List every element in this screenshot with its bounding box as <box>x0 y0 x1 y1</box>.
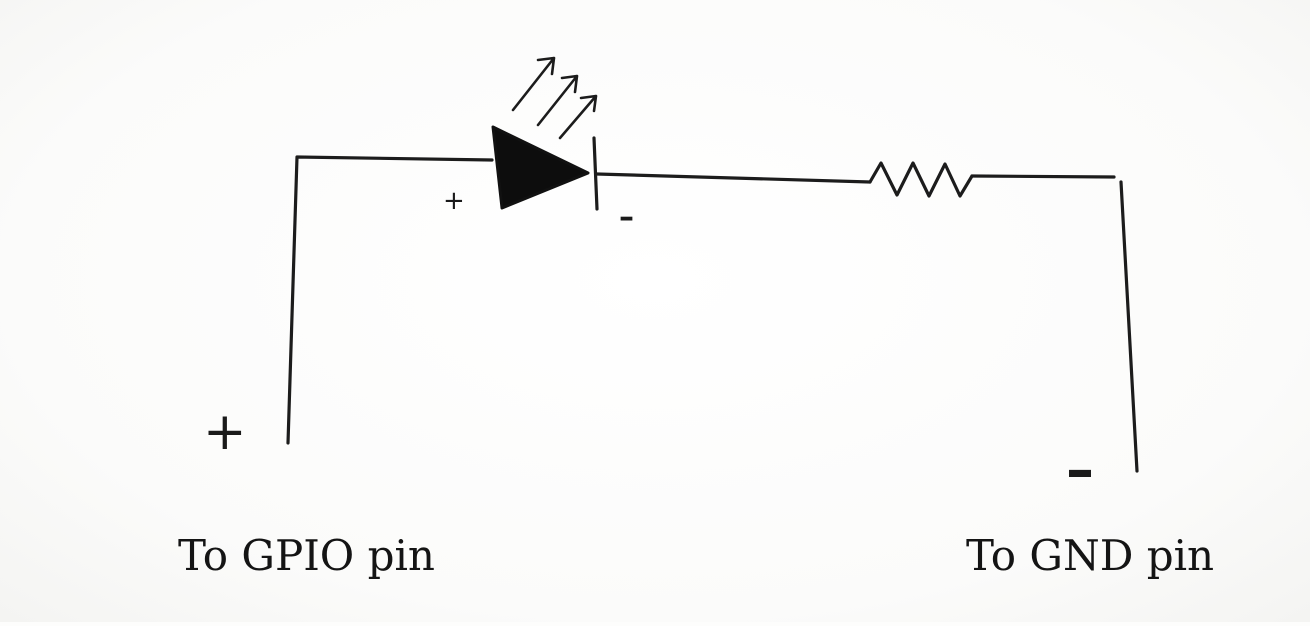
wire-gpio-to-led <box>286 155 494 445</box>
emission-arrow <box>511 56 556 112</box>
gpio-plus-sign: + <box>203 402 247 462</box>
led-triangle <box>491 125 590 210</box>
wire-resistor-to-gnd <box>970 174 1139 473</box>
emission-arrow <box>558 94 598 140</box>
gnd-minus-sign: – <box>1066 438 1094 503</box>
gpio-pin-label: To GPIO pin <box>178 531 435 580</box>
emission-arrow <box>536 74 579 127</box>
led-anode-plus: + <box>443 186 465 216</box>
gnd-pin-label: To GND pin <box>966 531 1215 580</box>
led-cathode-minus: – <box>619 200 634 235</box>
resistor-symbol <box>868 161 974 198</box>
wire-led-to-resistor <box>595 172 872 184</box>
led-symbol <box>491 56 599 211</box>
light-emission-arrows <box>511 56 598 140</box>
